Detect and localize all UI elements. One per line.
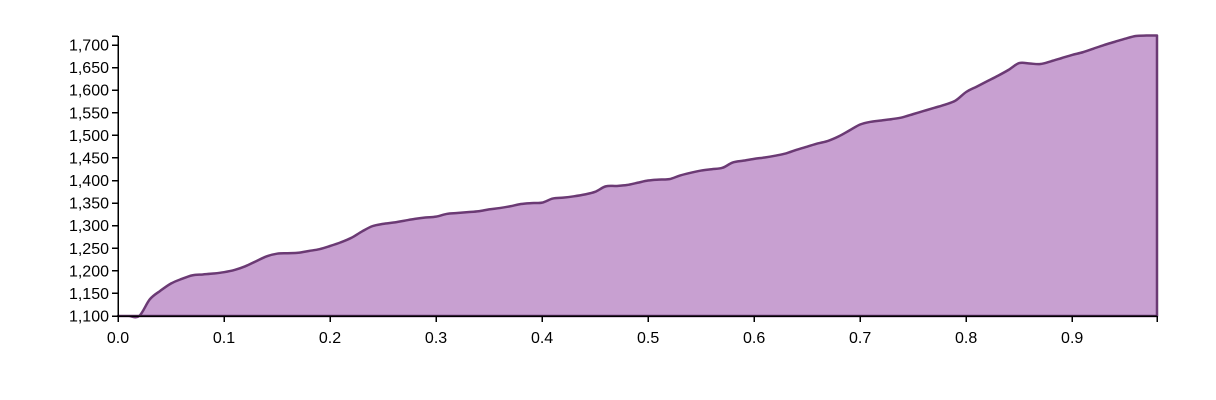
x-tick-label: 0.3 <box>425 330 447 347</box>
y-tick-label: 1,350 <box>69 196 109 213</box>
x-tick-label: 0.5 <box>637 330 659 347</box>
y-tick-label: 1,700 <box>69 38 109 55</box>
plot-area <box>116 34 1159 319</box>
x-tick-label: 0.6 <box>743 330 765 347</box>
y-axis: 1,100 1,150 1,200 1,250 1,300 1,350 1,400 1,450… <box>69 35 119 326</box>
x-tick-label: 0.4 <box>531 330 553 347</box>
x-tick-label: 0.7 <box>849 330 871 347</box>
x-tick-label: 0.8 <box>955 330 977 347</box>
y-tick-label: 1,200 <box>69 263 109 280</box>
x-axis: 0.0 0.1 0.2 0.3 0.4 0.5 0.6 0.7 0.8 0.9 <box>107 315 1158 347</box>
x-tick-label: 0.0 <box>107 330 129 347</box>
x-tick-label: 0.9 <box>1061 330 1083 347</box>
area-outline <box>116 34 1159 319</box>
y-tick-label: 1,450 <box>69 150 109 167</box>
area-fill <box>118 35 1157 318</box>
y-tick-label: 1,300 <box>69 218 109 235</box>
y-tick-label: 1,250 <box>69 241 109 258</box>
x-tick-label: 0.2 <box>319 330 341 347</box>
y-tick-label: 1,500 <box>69 128 109 145</box>
x-tick-label: 0.1 <box>213 330 235 347</box>
y-tick-label: 1,100 <box>69 309 109 326</box>
y-tick-label: 1,550 <box>69 105 109 122</box>
y-tick-label: 1,150 <box>69 286 109 303</box>
y-tick-label: 1,650 <box>69 60 109 77</box>
y-tick-label: 1,400 <box>69 173 109 190</box>
y-tick-label: 1,600 <box>69 83 109 100</box>
